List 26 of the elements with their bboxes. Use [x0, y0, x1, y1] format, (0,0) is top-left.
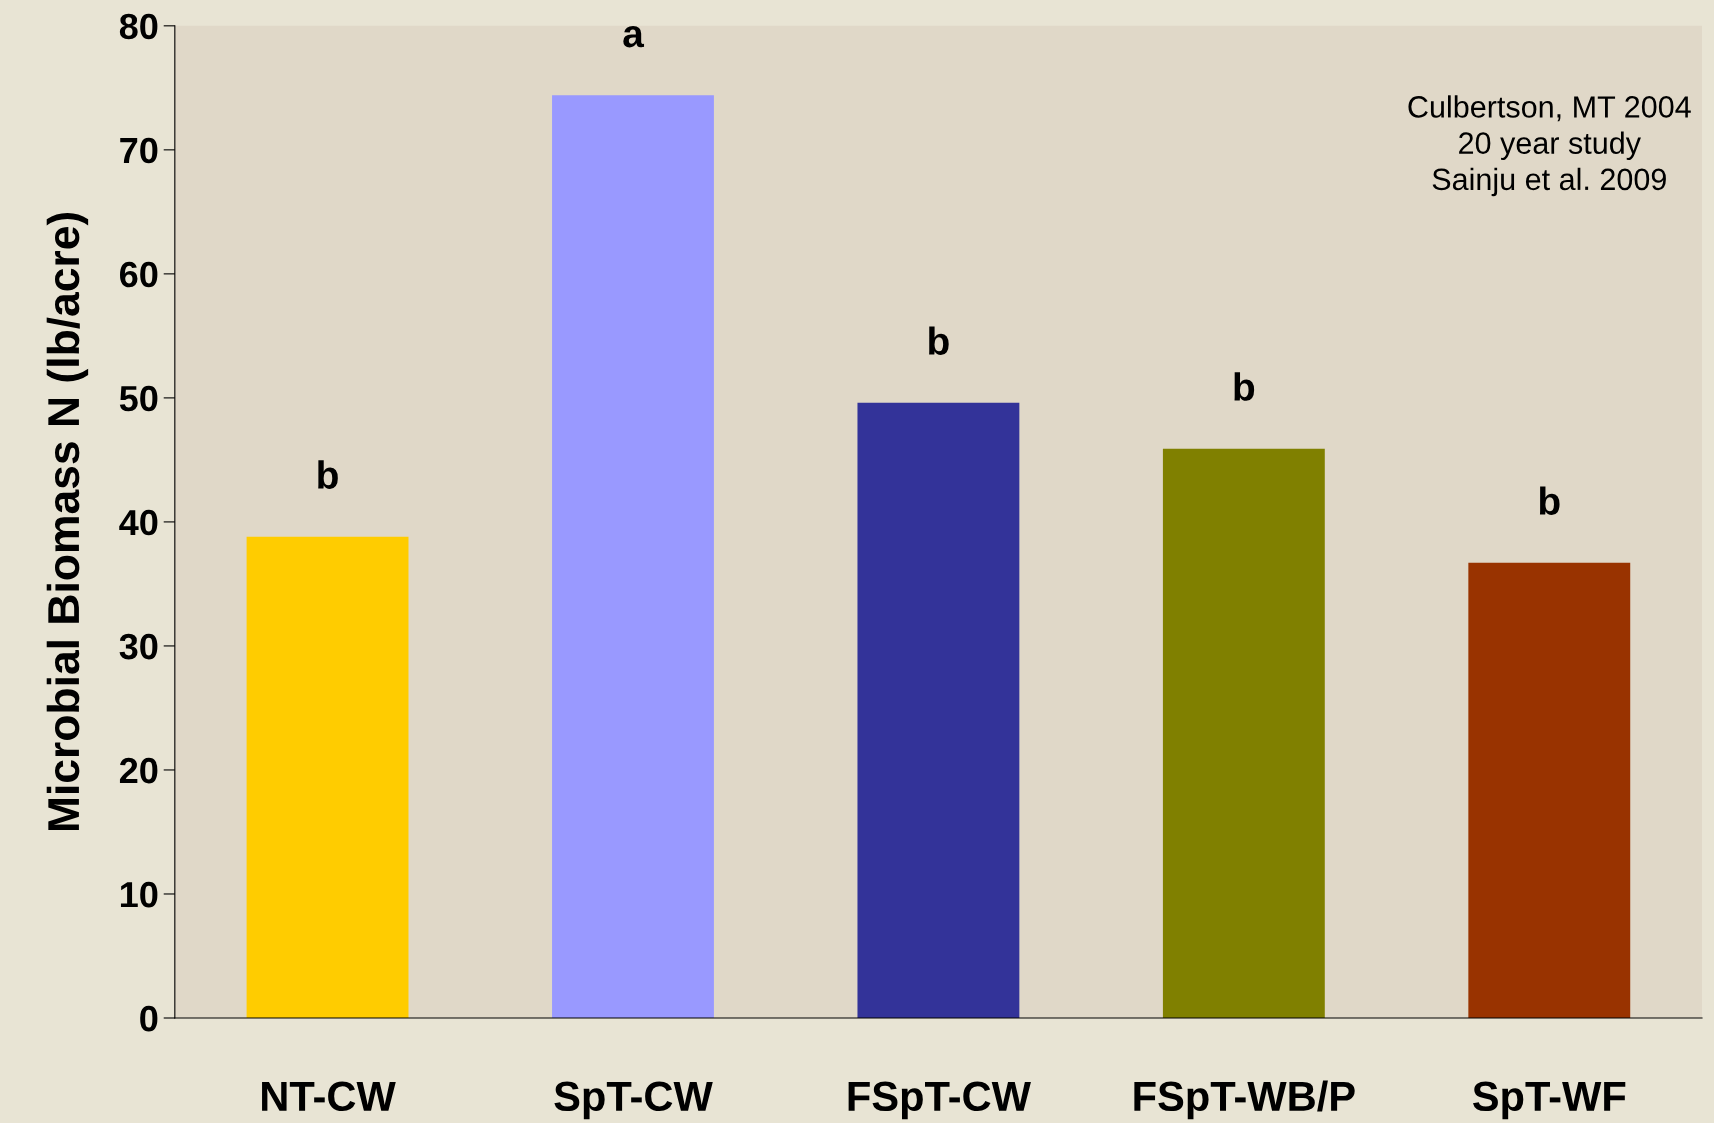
y-tick-label: 80	[119, 13, 158, 40]
y-tick-label: 30	[119, 633, 158, 660]
y-tick-label: 70	[120, 137, 158, 164]
x-tick-label: SpT-CW	[554, 1081, 713, 1120]
bar	[246, 536, 409, 1018]
y-axis-title: Microbial Biomass N (lb/acre)	[46, 212, 89, 831]
x-tick-label: NT-CW	[262, 1081, 396, 1112]
data-label: b	[929, 326, 949, 355]
data-label: b	[1539, 486, 1560, 515]
y-tick-label: 10	[120, 881, 158, 908]
bar	[1468, 562, 1631, 1018]
y-tick-label: 40	[119, 509, 158, 536]
bar	[1162, 448, 1325, 1018]
x-tick-label: SpT-WF	[1472, 1081, 1626, 1120]
data-label: b	[318, 460, 338, 489]
data-label: a	[623, 26, 645, 48]
bar	[552, 95, 714, 1018]
bar	[857, 402, 1020, 1018]
data-label: b	[1234, 372, 1255, 401]
x-tick-label: FSpT-WB/P	[1134, 1080, 1355, 1120]
y-tick-label: 60	[120, 261, 158, 288]
annotation: Culbertson, MT 2004 20 year study Sainju et al. 2009	[1408, 95, 1691, 197]
y-tick-label: 50	[119, 385, 158, 412]
y-tick-label: 0	[140, 1005, 158, 1032]
x-tick-label: FSpT-CW	[848, 1081, 1031, 1120]
y-tick-label: 20	[119, 757, 158, 784]
